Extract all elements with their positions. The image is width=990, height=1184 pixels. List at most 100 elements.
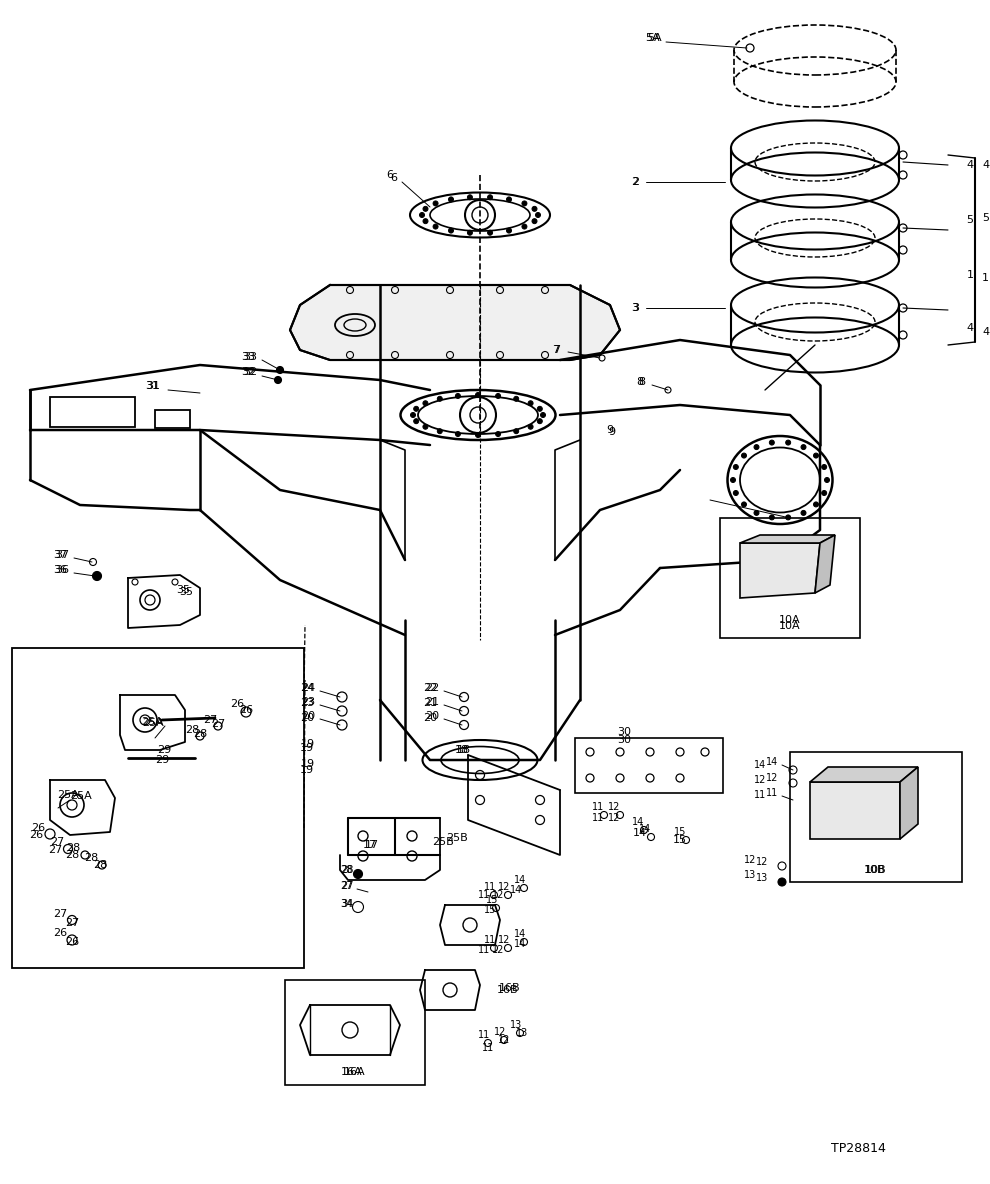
Text: 14: 14 [753,760,766,770]
Circle shape [475,432,480,438]
Circle shape [814,502,819,507]
Text: 10B: 10B [864,866,886,875]
Text: 11: 11 [753,790,766,800]
Text: 16B: 16B [499,983,521,993]
Text: 28: 28 [65,850,79,860]
Bar [155,410,190,427]
Text: 28: 28 [185,725,199,735]
Text: 10A: 10A [779,614,801,625]
Text: 20: 20 [301,712,315,721]
Text: 22: 22 [425,683,440,693]
Circle shape [92,572,102,580]
Text: 12: 12 [753,776,766,785]
Circle shape [411,412,416,418]
Circle shape [742,453,746,458]
Text: 20: 20 [423,713,437,723]
Text: 6: 6 [390,173,398,184]
Text: 15: 15 [484,905,496,915]
Text: 14: 14 [633,828,647,838]
Text: 14: 14 [632,817,644,826]
Text: 4: 4 [966,160,973,170]
Text: 11: 11 [766,789,778,798]
Text: 14: 14 [514,875,526,884]
Text: 12: 12 [608,813,620,823]
Text: 10A: 10A [779,620,801,631]
Text: 7: 7 [553,345,560,355]
Text: 12: 12 [494,1027,506,1037]
Bar [285,980,425,1085]
Text: 2: 2 [633,176,640,187]
Text: 13: 13 [756,873,768,883]
Circle shape [528,424,533,430]
Text: 25B: 25B [432,837,453,847]
Text: 28: 28 [84,852,98,863]
Bar [50,397,135,427]
Text: 31: 31 [146,381,160,391]
Text: 9: 9 [607,425,614,435]
Circle shape [496,393,501,399]
Text: 3: 3 [632,303,639,313]
Text: 11: 11 [478,890,490,900]
Text: 12: 12 [498,935,510,945]
Text: 25A: 25A [70,791,92,802]
Circle shape [496,431,501,437]
Circle shape [507,197,512,202]
Circle shape [801,444,806,450]
Text: 5A: 5A [646,33,661,43]
Circle shape [536,212,541,218]
Text: 8: 8 [637,377,644,387]
Bar [575,738,723,793]
Text: 33: 33 [243,352,257,362]
Text: 36: 36 [53,565,67,575]
Circle shape [467,230,472,236]
Text: 9: 9 [609,427,616,437]
Text: 33: 33 [241,352,255,362]
Text: 4: 4 [966,323,973,333]
Text: 36: 36 [55,565,69,575]
Text: 26: 26 [230,699,245,709]
Circle shape [276,367,283,373]
Circle shape [822,464,827,470]
Circle shape [274,377,281,384]
Circle shape [423,219,428,224]
Circle shape [448,197,453,202]
Circle shape [423,400,428,406]
Circle shape [423,206,428,211]
Polygon shape [740,535,835,543]
Text: 11: 11 [484,935,496,945]
Circle shape [487,195,493,200]
Circle shape [522,224,527,229]
Text: 24: 24 [300,683,314,693]
Circle shape [754,444,759,450]
Circle shape [769,440,774,445]
Text: 14: 14 [514,939,526,950]
Text: 14: 14 [510,884,522,895]
Circle shape [742,502,746,507]
Circle shape [786,440,791,445]
Circle shape [538,419,543,424]
Circle shape [514,429,519,433]
Circle shape [734,490,739,495]
Circle shape [532,206,537,211]
Text: 37: 37 [52,551,67,560]
Circle shape [455,431,460,437]
Polygon shape [290,285,620,360]
Circle shape [514,397,519,401]
Text: 8: 8 [639,377,645,387]
Text: 14: 14 [514,929,526,939]
Text: 21: 21 [423,699,437,708]
Bar [720,519,860,638]
Circle shape [433,224,438,229]
Circle shape [467,195,472,200]
Circle shape [734,464,739,470]
Text: 30: 30 [617,735,631,745]
Circle shape [353,869,362,879]
Text: 29: 29 [156,745,171,755]
Circle shape [423,424,428,430]
Text: 14: 14 [766,757,778,767]
Text: 12: 12 [743,855,756,866]
Text: 11: 11 [592,813,604,823]
Text: 20: 20 [300,713,314,723]
Circle shape [801,510,806,515]
Bar [790,752,962,882]
